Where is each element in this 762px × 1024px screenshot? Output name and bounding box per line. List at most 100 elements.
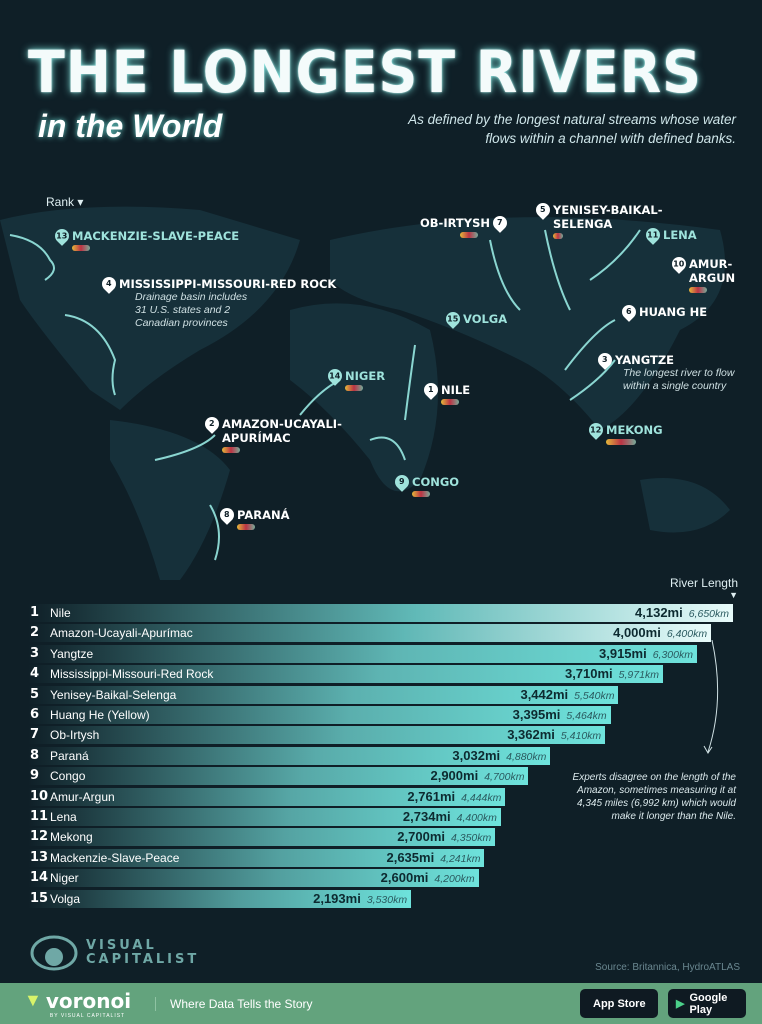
value-km: 5,971km: [618, 669, 659, 682]
bar-row: 10 Amur-Argun 2,761mi 4,444km: [0, 787, 762, 807]
bar-row: 4 Mississippi-Missouri-Red Rock 3,710mi 5,9…: [0, 664, 762, 684]
value-km: 4,241km: [440, 852, 481, 865]
marker-mekong[interactable]: 12 MEKONG: [586, 420, 663, 445]
bar: [28, 746, 551, 765]
marker-label: YENISEY-BAIKAL-SELENGA: [553, 203, 663, 231]
bar-rank: 6: [30, 707, 40, 722]
marker-parana[interactable]: 8 PARANÁ: [217, 505, 290, 530]
bar-value: 2,761mi 4,444km: [407, 789, 501, 804]
bar-value: 4,000mi 6,400km: [613, 625, 707, 640]
bar-rank: 10: [30, 788, 49, 804]
marker-huang-he[interactable]: 6 HUANG HE: [619, 302, 708, 322]
source: Source: Britannica, HydroATLAS: [595, 962, 740, 973]
marker-label: OB-IRTYSH: [420, 216, 491, 230]
value-mi: 3,362mi: [507, 727, 555, 743]
rivers: [9, 229, 641, 561]
marker-ob-irtysh[interactable]: OB-IRTYSH 7: [420, 213, 510, 238]
marker-amur[interactable]: 10 AMUR-ARGUN: [669, 254, 739, 293]
marker-niger[interactable]: 14 NIGER: [325, 366, 386, 391]
google-play-button[interactable]: ▶ Google Play: [668, 989, 746, 1018]
bar-row: 3 Yangtze 3,915mi 6,300km: [0, 644, 762, 664]
river-length-label: River Length: [669, 576, 738, 590]
marker-label: CONGO: [412, 475, 460, 489]
bar: [28, 787, 506, 806]
marker-label: NIGER: [345, 369, 386, 383]
bar-rank: 11: [30, 809, 49, 824]
bar-rank: 12: [30, 829, 49, 845]
bar-label: Volga: [50, 891, 81, 906]
value-mi: 4,000mi: [613, 625, 661, 641]
bar: [28, 604, 733, 622]
value-mi: 4,132mi: [635, 605, 683, 620]
bar-rank: 13: [30, 849, 49, 865]
bar-rank: 2: [30, 625, 40, 641]
bar: [28, 644, 697, 663]
marker-yangtze[interactable]: 3 YANGTZE The longest river to flow within…: [595, 350, 743, 393]
bar-rank: 7: [30, 727, 40, 743]
bar-row: 12 Mekong 2,700mi 4,350km: [0, 827, 762, 847]
value-km: 4,200km: [434, 873, 475, 886]
bar-value: 2,600mi 4,200km: [381, 870, 475, 885]
bar-label: Mackenzie-Slave-Peace: [50, 850, 180, 865]
bar-label: Niger: [50, 871, 79, 886]
bar: [28, 869, 479, 888]
bar-rank: 4: [30, 666, 40, 682]
value-km: 4,350km: [450, 832, 492, 845]
marker-mississippi[interactable]: 4 MISSISSIPPI-MISSOURI-RED ROCK Drainage b…: [99, 274, 337, 330]
app-store-button[interactable]: App Store: [580, 989, 658, 1018]
marker-label: YANGTZE: [615, 353, 675, 367]
bar-row: 7 Ob-Irtysh 3,362mi 5,410km: [0, 725, 762, 745]
bar: [28, 889, 412, 908]
bar-label: Congo: [50, 769, 86, 784]
bar: [28, 848, 485, 867]
bar-value: 2,734mi 4,400km: [403, 809, 497, 824]
axis-label: River Length ▼: [669, 576, 738, 600]
bar-row: 11 Lena 2,734mi 4,400km: [0, 807, 762, 827]
value-mi: 3,915mi: [599, 645, 647, 661]
voronoi-icon: ▼: [24, 990, 42, 1010]
bar-label: Nile: [50, 606, 71, 620]
marker-label: HUANG HE: [639, 305, 708, 319]
value-km: 4,444km: [461, 791, 502, 804]
marker-yenisey[interactable]: 5 YENISEY-BAIKAL-SELENGA: [533, 200, 663, 239]
marker-label: AMUR-ARGUN: [689, 257, 736, 285]
marker-label: MACKENZIE-SLAVE-PEACE: [72, 229, 240, 243]
bar-rank: 9: [30, 768, 40, 784]
bar-value: 3,362mi 5,410km: [507, 727, 601, 742]
bar-value: 2,635mi 4,241km: [386, 850, 480, 865]
marker-nile[interactable]: 1 NILE: [421, 380, 470, 405]
marker-note: Drainage basin includes 31 U.S. states a…: [135, 291, 248, 329]
bar-label: Huang He (Yellow): [50, 708, 150, 722]
bar: [28, 828, 496, 847]
bar-label: Mekong: [50, 830, 93, 845]
bar: [28, 685, 619, 704]
value-mi: 3,395mi: [512, 707, 561, 722]
marker-label: MISSISSIPPI-MISSOURI-RED ROCK: [119, 277, 337, 291]
bar-value: 3,395mi 5,464km: [513, 707, 607, 722]
tagline: Where Data Tells the Story: [155, 996, 313, 1011]
bar-label: Amazon-Ucayali-Apurímac: [50, 626, 193, 641]
voronoi-logo[interactable]: ▼ voronoi BY VISUAL CAPITALIST: [24, 989, 131, 1019]
bar-rank: 1: [30, 605, 40, 620]
marker-volga[interactable]: 15 VOLGA: [443, 309, 507, 329]
marker-label: PARANÁ: [237, 508, 290, 522]
value-mi: 2,700mi: [397, 829, 445, 845]
bar-value: 2,700mi 4,350km: [397, 829, 491, 844]
value-km: 4,400km: [456, 812, 497, 824]
marker-label: AMAZON-UCAYALI-APURÍMAC: [222, 417, 342, 445]
bar-row: 6 Huang He (Yellow) 3,395mi 5,464km: [0, 705, 762, 725]
marker-congo[interactable]: 9 CONGO: [392, 472, 460, 497]
bar: [28, 808, 501, 826]
value-mi: 3,710mi: [564, 666, 613, 682]
bar-row: 2 Amazon-Ucayali-Apurímac 4,000mi 6,400km: [0, 623, 762, 643]
bar-value: 3,442mi 5,540km: [520, 687, 614, 702]
marker-amazon[interactable]: 2 AMAZON-UCAYALI-APURÍMAC: [202, 414, 342, 453]
bar-value: 2,193mi 3,530km: [313, 891, 407, 906]
marker-label: LENA: [663, 228, 697, 242]
marker-lena[interactable]: 11 LENA: [643, 225, 697, 245]
bar-row: 14 Niger 2,600mi 4,200km: [0, 868, 762, 888]
bar-label: Mississippi-Missouri-Red Rock: [50, 667, 214, 682]
value-mi: 3,442mi: [520, 686, 569, 702]
bar-row: 15 Volga 2,193mi 3,530km: [0, 889, 762, 909]
marker-mackenzie[interactable]: 13 MACKENZIE-SLAVE-PEACE: [52, 226, 240, 251]
